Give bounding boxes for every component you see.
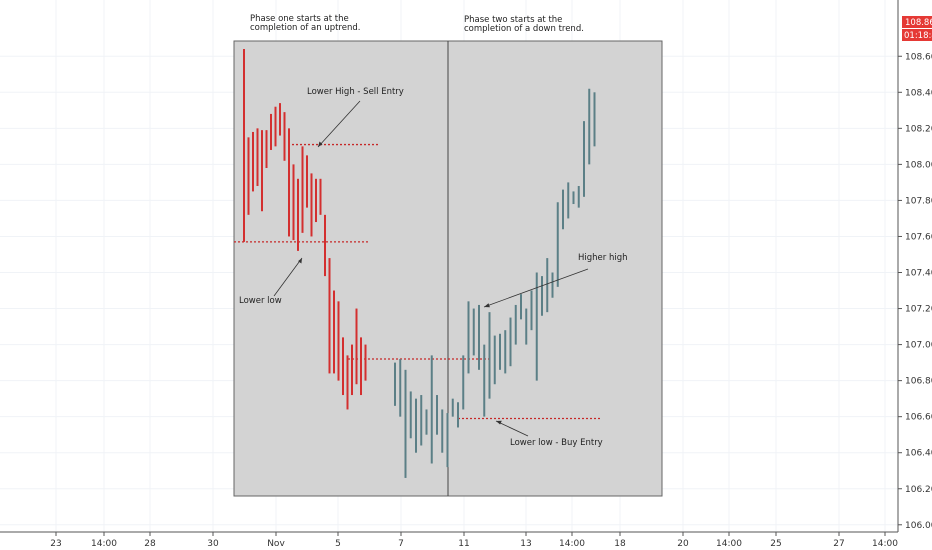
phase-two-note-line2: completion of a down trend. <box>464 24 584 34</box>
time-tick-label: 13 <box>520 539 531 549</box>
price-tick-label: 106.600 <box>905 413 932 423</box>
higher-high-arrow <box>483 268 589 308</box>
time-tick-label: 14:00 <box>872 539 898 549</box>
time-axis[interactable]: 23 14:00 28 30 Nov 5 7 11 13 14:00 18 20 14:00 25 27 14… <box>0 531 898 549</box>
price-tick-label: 108.000 <box>905 160 932 170</box>
sell-entry-label: Lower High - Sell Entry <box>307 87 404 97</box>
price-tick-label: 108.600 <box>905 52 932 62</box>
arrow-heads <box>298 141 502 425</box>
time-tick-label: 14:00 <box>716 539 742 549</box>
phase-one-note-line1: Phase one starts at the <box>250 14 349 24</box>
price-tick-label: 108.200 <box>905 124 932 134</box>
price-tick-label: 106.400 <box>905 449 932 459</box>
price-tick-label: 106.000 <box>905 521 932 531</box>
time-tick-label: 20 <box>677 539 689 549</box>
lower-low-label: Lower low <box>239 296 282 306</box>
time-tick-label: 14:00 <box>559 539 585 549</box>
price-tick-label: 107.800 <box>905 196 932 206</box>
price-axis[interactable]: 106.000 106.200 106.400 106.600 106.800 107.0… <box>897 0 932 532</box>
price-tick-label: 106.800 <box>905 377 932 387</box>
price-tick-label: 107.400 <box>905 269 932 279</box>
lower-low-arrow <box>273 257 303 297</box>
phase-two-note-line1: Phase two starts at the <box>464 15 562 25</box>
time-tick-label: 25 <box>770 539 781 549</box>
countdown-timer: 01:18:47 <box>904 31 932 41</box>
price-tick-label: 107.200 <box>905 305 932 315</box>
higher-high-label: Higher high <box>578 253 628 263</box>
time-tick-label: 14:00 <box>91 539 117 549</box>
sell-entry-arrow <box>317 100 361 148</box>
price-tick-label: 108.400 <box>905 88 932 98</box>
price-bars <box>243 49 596 478</box>
buy-entry-arrow <box>495 420 529 437</box>
last-price-badge: 108.860 01:18:47 <box>902 16 932 41</box>
price-tick-label: 106.200 <box>905 485 932 495</box>
annotation-arrows <box>273 100 589 437</box>
time-tick-label: 7 <box>398 539 404 549</box>
last-price-box <box>902 16 932 28</box>
time-tick-label: 28 <box>144 539 156 549</box>
countdown-box <box>902 29 932 41</box>
price-tick-label: 107.600 <box>905 232 932 242</box>
time-tick-label: Nov <box>267 539 285 549</box>
time-tick-label: 27 <box>833 539 844 549</box>
annotation-text: Phase one starts at the completion of an… <box>239 14 628 448</box>
time-tick-label: 11 <box>458 539 469 549</box>
time-tick-label: 5 <box>335 539 341 549</box>
time-tick-label: 23 <box>50 539 61 549</box>
phase-one-note-line2: completion of an uptrend. <box>250 23 360 33</box>
buy-entry-label: Lower low - Buy Entry <box>510 438 603 448</box>
time-tick-label: 18 <box>614 539 626 549</box>
time-tick-label: 30 <box>207 539 219 549</box>
last-price-value: 108.860 <box>905 18 932 28</box>
price-tick-label: 107.000 <box>905 341 932 351</box>
